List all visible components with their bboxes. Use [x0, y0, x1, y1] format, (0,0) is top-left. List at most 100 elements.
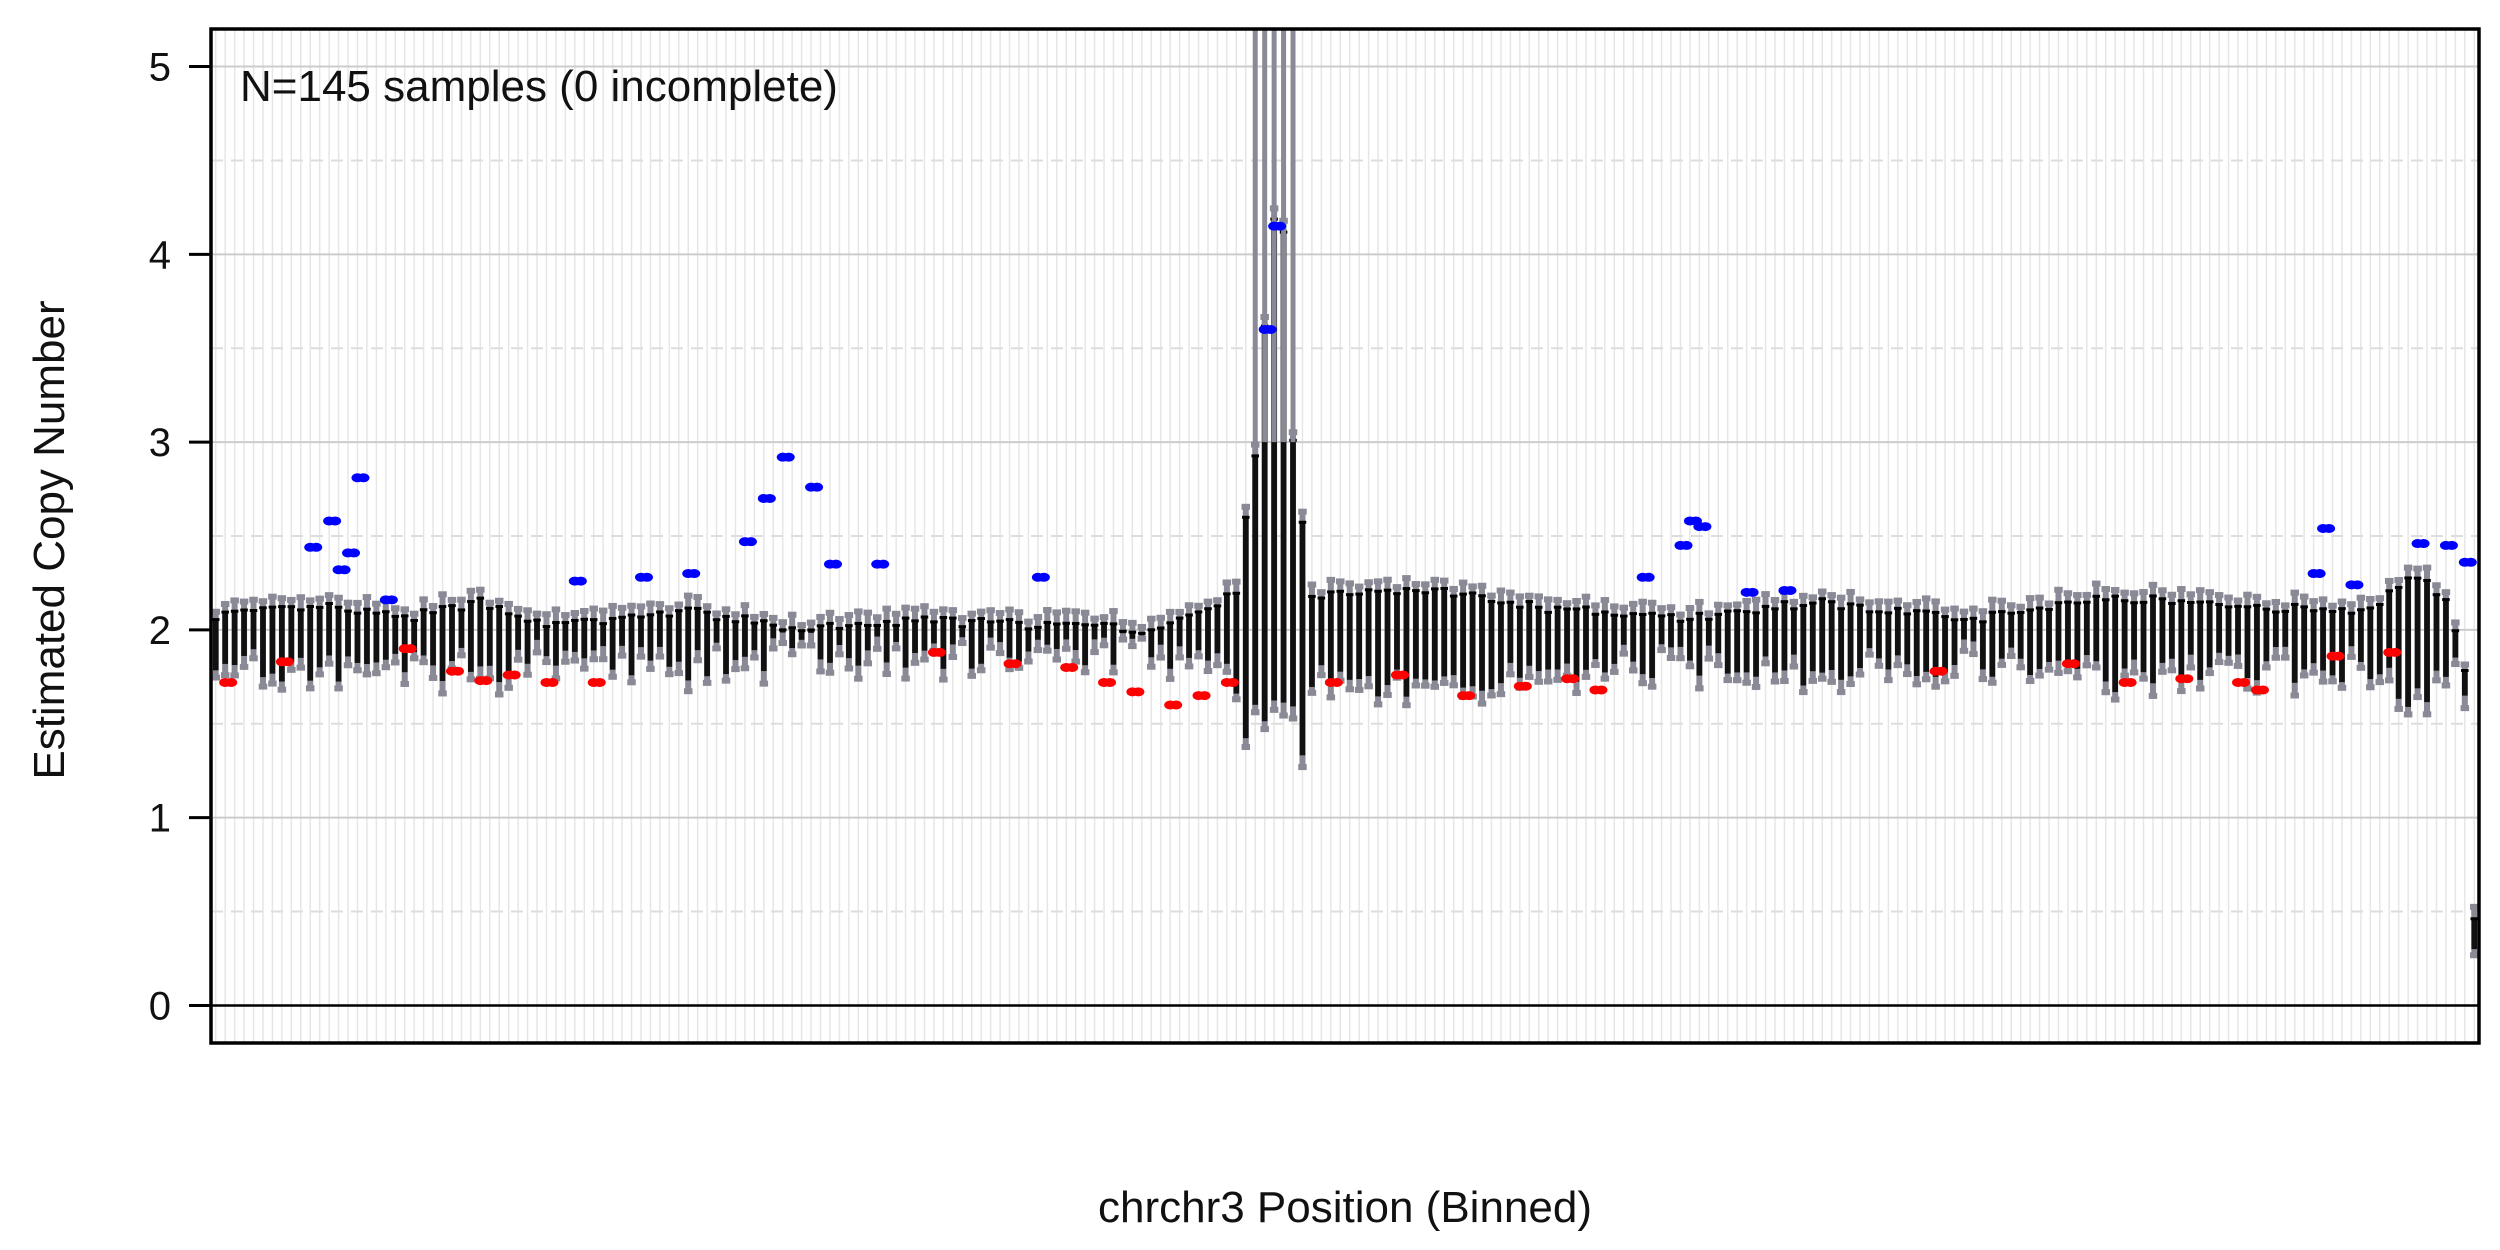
whisker-cap-lower: [1090, 649, 1099, 656]
whisker-cap-lower: [2375, 679, 2385, 686]
box: [590, 619, 597, 651]
whisker-cap-lower: [2158, 668, 2167, 675]
box: [1242, 517, 1249, 739]
loss-outlier-point: [1009, 659, 1022, 669]
whisker-cap-lower: [882, 670, 891, 677]
whisker-cap-upper: [958, 615, 967, 622]
box: [987, 621, 994, 638]
box: [1299, 522, 1306, 756]
whisker-cap-lower: [1676, 655, 1685, 662]
whisker-cap-lower: [2186, 664, 2196, 671]
whisker-cap-lower: [1128, 643, 1137, 650]
box: [2206, 601, 2213, 668]
whisker-cap-lower: [1704, 655, 1714, 662]
whisker-cap-upper: [1884, 598, 1893, 605]
whisker-cap-lower: [305, 685, 315, 692]
loss-outlier-point: [480, 676, 493, 686]
whisker-cap-upper: [570, 610, 580, 617]
whisker-cap-upper: [2006, 602, 2016, 609]
whisker-cap-upper: [1525, 592, 1534, 599]
whisker-cap-upper: [835, 616, 844, 623]
whisker-cap-lower: [683, 688, 693, 695]
loss-outlier-point: [1170, 700, 1183, 710]
whisker-cap-upper: [220, 600, 230, 607]
box: [921, 616, 928, 651]
whisker-cap-lower: [627, 679, 636, 686]
whisker-cap-lower: [1439, 679, 1449, 686]
whisker-cap-lower: [1836, 689, 1846, 696]
whisker-cap-lower: [958, 640, 967, 647]
whisker-cap-upper: [287, 596, 296, 603]
whisker-cap-upper: [1411, 581, 1421, 588]
whisker-cap-lower: [1137, 635, 1147, 642]
whisker-cap-lower: [2101, 689, 2110, 696]
whisker-cap-lower: [891, 645, 901, 652]
whisker-cap-upper: [759, 610, 769, 617]
box: [1828, 601, 1835, 670]
whisker-cap-upper: [391, 605, 400, 612]
whisker-cap-lower: [1354, 686, 1364, 693]
box: [1469, 592, 1476, 687]
whisker-cap-lower: [995, 650, 1005, 657]
box: [2065, 602, 2071, 661]
whisker-cap-lower: [1279, 712, 1288, 719]
box: [307, 606, 314, 681]
whisker-cap-lower: [1581, 673, 1591, 680]
gain-outlier-point: [1642, 572, 1655, 582]
box: [2150, 595, 2156, 684]
box: [1176, 618, 1183, 647]
whisker-cap-lower: [2129, 669, 2139, 676]
whisker-cap-upper: [2092, 580, 2101, 587]
whisker-cap-lower: [759, 680, 769, 687]
whisker-cap-lower: [2271, 654, 2281, 661]
gain-outlier-point: [385, 595, 398, 605]
whisker-cap-lower: [2384, 677, 2394, 684]
whisker-cap-lower: [920, 656, 929, 663]
whisker-cap-upper: [428, 603, 438, 610]
box: [486, 608, 493, 666]
whisker-cap-lower: [844, 665, 854, 672]
whisker-cap-lower: [1808, 677, 1818, 684]
box: [430, 612, 436, 666]
box: [1290, 440, 1296, 707]
loss-outlier-point: [281, 657, 294, 667]
box: [874, 625, 881, 637]
whisker-cap-upper: [1921, 595, 1931, 602]
whisker-cap-upper: [1666, 604, 1676, 611]
whisker-cap-lower: [2054, 669, 2063, 676]
whisker-cap-lower: [324, 660, 334, 667]
y-tick-label: 5: [149, 46, 171, 90]
whisker-cap-upper: [1392, 584, 1402, 591]
loss-outlier-point: [2181, 674, 2194, 684]
whisker-cap-upper: [797, 622, 806, 629]
whisker-cap-upper: [504, 600, 513, 607]
whisker-cap-upper: [1043, 607, 1052, 614]
whisker-cap-upper: [608, 602, 617, 609]
box: [1072, 623, 1079, 651]
whisker-cap-lower: [1477, 700, 1487, 707]
whisker-cap-upper: [1836, 594, 1846, 601]
box: [231, 611, 238, 666]
y-tick-label: 1: [149, 797, 171, 841]
whisker-cap-lower: [976, 667, 986, 674]
whisker-cap-upper: [561, 612, 570, 619]
whisker-cap-lower: [589, 656, 598, 663]
box: [1668, 614, 1674, 648]
box: [1677, 621, 1684, 647]
box: [449, 605, 455, 662]
box: [1261, 326, 1268, 722]
whisker-cap-upper: [1676, 611, 1685, 618]
whisker-cap-upper: [1912, 598, 1921, 605]
whisker-cap-lower: [2451, 661, 2460, 668]
whisker-cap-lower: [1950, 672, 1959, 679]
box: [1866, 611, 1873, 649]
box: [2310, 610, 2317, 664]
box: [553, 622, 559, 666]
whisker-cap-lower: [825, 669, 835, 676]
whisker-cap-lower: [1628, 667, 1638, 674]
whisker-cap-upper: [939, 606, 948, 613]
whisker-cap-lower: [381, 664, 391, 671]
whisker-cap-upper: [249, 596, 258, 603]
whisker-cap-upper: [1184, 602, 1194, 609]
gain-outlier-point: [2417, 539, 2430, 549]
